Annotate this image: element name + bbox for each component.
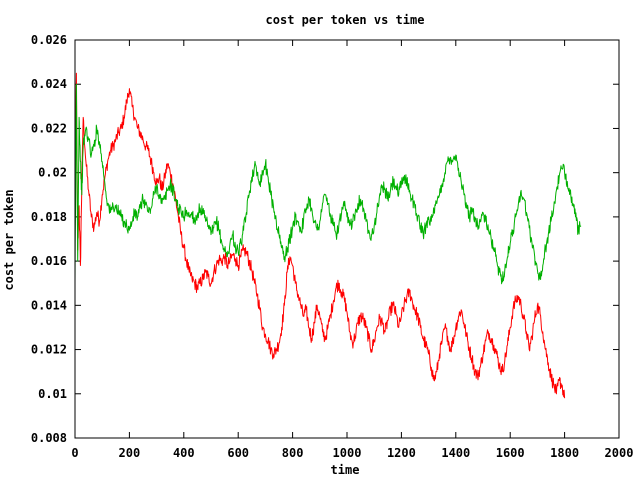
x-tick-label: 1000 (333, 446, 362, 460)
x-tick-label: 600 (227, 446, 249, 460)
plot-frame (74, 39, 620, 439)
x-tick-label: 800 (282, 446, 304, 460)
y-axis-title: cost per token (2, 189, 16, 290)
y-tick-label: 0.008 (31, 431, 67, 445)
y-tick-label: 0.016 (31, 254, 67, 268)
x-axis-title: time (331, 463, 360, 477)
x-tick-label: 1600 (496, 446, 525, 460)
x-tick-label: 1200 (387, 446, 416, 460)
y-tick-label: 0.022 (31, 121, 67, 135)
x-tick-label: 400 (173, 446, 195, 460)
x-tick-label: 1400 (441, 446, 470, 460)
y-tick-label: 0.014 (31, 298, 67, 312)
y-tick-label: 0.01 (38, 387, 67, 401)
x-tick-label: 2000 (605, 446, 634, 460)
y-tick-label: 0.026 (31, 33, 67, 47)
x-tick-label: 1800 (550, 446, 579, 460)
y-tick-label: 0.02 (38, 166, 67, 180)
y-tick-label: 0.024 (31, 77, 67, 91)
chart-title: cost per token vs time (266, 13, 425, 27)
series-line-green (74, 83, 582, 285)
y-tick-label: 0.012 (31, 343, 67, 357)
series-line-red (74, 72, 566, 399)
x-tick-label: 200 (119, 446, 141, 460)
axis-tick-labels: 0 200 400 600 800 1000 1200 1400 1600 1800 2000 0.0… (31, 33, 634, 460)
series-group (74, 72, 582, 399)
y-tick-label: 0.018 (31, 210, 67, 224)
x-tick-label: 0 (71, 446, 78, 460)
